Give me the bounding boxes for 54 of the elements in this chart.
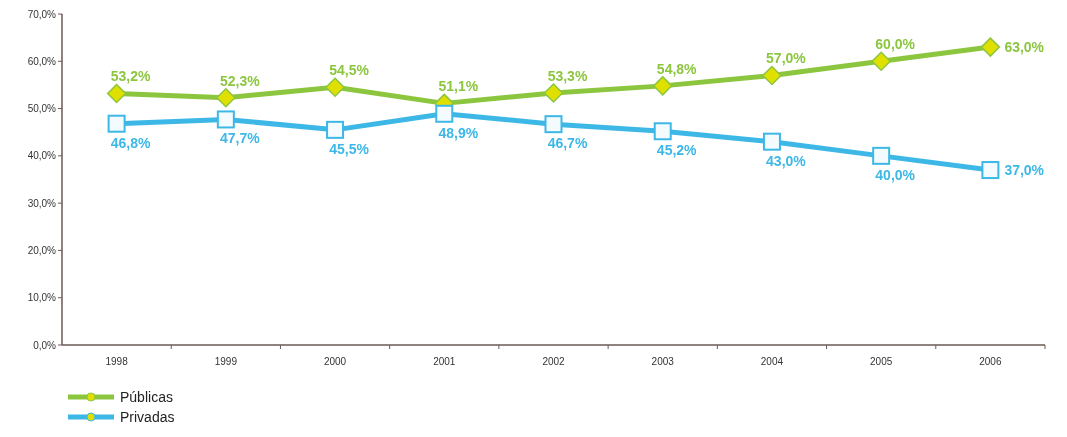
x-tick-label: 1998 bbox=[105, 356, 129, 367]
y-tick-label: 20,0% bbox=[27, 244, 57, 256]
x-tick-label: 2002 bbox=[542, 356, 566, 367]
point bbox=[762, 65, 782, 86]
y-tick-label: 50,0% bbox=[27, 103, 57, 115]
data-label: 51,1% bbox=[438, 78, 479, 95]
x-tick-label: 2005 bbox=[870, 356, 893, 367]
y-tick-label: 10,0% bbox=[27, 292, 57, 304]
x-tick-label: 2000 bbox=[323, 356, 347, 367]
data-label: 54,8% bbox=[656, 60, 698, 77]
data-label: 57,0% bbox=[766, 50, 807, 67]
point bbox=[544, 115, 563, 134]
x-tick-label: 2004 bbox=[760, 356, 784, 367]
x-tick-label: 2006 bbox=[979, 356, 1002, 367]
legend-label: Privadas bbox=[120, 408, 175, 425]
y-tick-label: 40,0% bbox=[27, 150, 57, 162]
x-tick-label: 2001 bbox=[433, 356, 456, 367]
y-tick-label: 0,0% bbox=[33, 339, 57, 351]
data-label: 48,9% bbox=[438, 124, 479, 141]
x-tick-label: 1999 bbox=[214, 356, 238, 367]
point bbox=[216, 87, 236, 108]
data-label: 45,5% bbox=[329, 140, 370, 157]
data-label: 43,0% bbox=[766, 152, 807, 169]
point bbox=[106, 83, 127, 104]
point bbox=[435, 104, 454, 123]
point bbox=[653, 122, 672, 141]
data-label: 45,2% bbox=[656, 142, 698, 159]
point bbox=[216, 110, 235, 129]
data-label: 63,0% bbox=[1004, 39, 1045, 56]
legend-label: Públicas bbox=[120, 388, 173, 405]
point bbox=[326, 120, 345, 139]
y-tick-label: 30,0% bbox=[27, 197, 57, 209]
point bbox=[980, 37, 1001, 57]
y-tick-label: 60,0% bbox=[27, 55, 57, 67]
data-label: 53,2% bbox=[110, 68, 152, 85]
point bbox=[325, 77, 345, 98]
data-label: 60,0% bbox=[875, 36, 916, 53]
data-label: 52,3% bbox=[219, 72, 261, 89]
data-label: 46,7% bbox=[547, 135, 588, 152]
point bbox=[762, 132, 781, 151]
data-label: 40,0% bbox=[875, 166, 916, 183]
data-label: 47,7% bbox=[219, 130, 261, 147]
y-tick-label: 70,0% bbox=[27, 8, 57, 20]
data-label: 54,5% bbox=[329, 62, 370, 79]
data-label: 53,3% bbox=[547, 67, 588, 84]
point bbox=[107, 114, 126, 133]
point bbox=[871, 51, 891, 72]
data-label: 37,0% bbox=[1004, 162, 1045, 179]
point bbox=[872, 146, 891, 165]
point bbox=[652, 76, 673, 96]
point bbox=[543, 83, 564, 103]
data-label: 46,8% bbox=[110, 134, 152, 151]
x-tick-label: 2003 bbox=[651, 356, 675, 367]
point bbox=[981, 161, 1000, 180]
